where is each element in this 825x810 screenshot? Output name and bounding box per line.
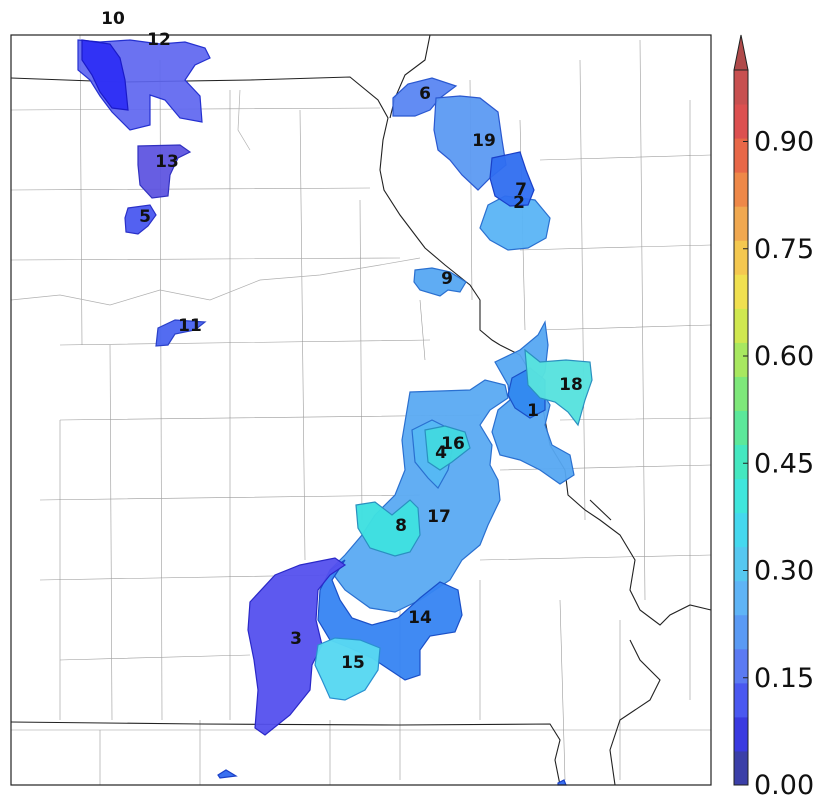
colorbar-ticks: 0.00 0.15 0.30 0.45 0.60 0.75 0.90 (743, 127, 814, 801)
colorbar-band (734, 104, 748, 139)
region-label-8: 8 (395, 516, 407, 536)
colorbar-band (734, 648, 748, 684)
colorbar-band (734, 716, 748, 752)
region-9-polygon (413, 267, 467, 297)
region-label-18: 18 (559, 375, 583, 395)
small-blob-south (217, 769, 238, 779)
colorbar-tick-label: 0.45 (754, 448, 814, 479)
river-lines (10, 89, 421, 306)
colorbar-band (734, 172, 748, 207)
colorbar-band (734, 750, 748, 786)
colorbar-band (734, 308, 748, 343)
region-16-polygon (424, 425, 471, 471)
region-18-polygon (524, 348, 593, 427)
colorbar-band (734, 138, 748, 173)
colorbar-tick-label: 0.30 (754, 556, 814, 587)
region-label-5: 5 (139, 207, 151, 227)
region-label-14: 14 (408, 608, 432, 628)
region-label-11: 11 (178, 316, 202, 336)
region-label-13: 13 (155, 152, 179, 172)
region-15-polygon (314, 637, 381, 701)
region-label-2: 2 (513, 193, 525, 213)
colorbar-band (734, 342, 748, 377)
colorbar-band (734, 274, 748, 309)
region-label-12: 12 (147, 30, 171, 50)
colorbar-tick-label: 0.60 (754, 341, 814, 372)
region-5-polygon (124, 204, 157, 235)
colorbar-bands (734, 70, 748, 786)
colorbar-tick-label: 0.00 (754, 770, 814, 801)
region-label-10: 10 (101, 9, 125, 29)
colorbar-extend-arrow (733, 34, 749, 71)
region-label-6: 6 (419, 84, 431, 104)
region-label-3: 3 (290, 629, 302, 649)
region-label-4: 4 (435, 443, 447, 463)
region-labels: 10 12 6 19 13 7 2 5 9 11 18 1 16 4 17 8 … (101, 9, 583, 673)
region-label-7: 7 (515, 180, 527, 200)
region-label-17: 17 (427, 507, 451, 527)
region-11-polygon (155, 319, 207, 347)
colorbar-band (734, 546, 748, 582)
colorbar-band (734, 70, 748, 105)
probability-polygons (77, 39, 593, 786)
colorbar-band (734, 478, 748, 514)
region-13-polygon (137, 144, 192, 199)
region-8-polygon (355, 499, 421, 557)
region-label-16: 16 (441, 434, 465, 454)
region-label-19: 19 (472, 131, 496, 151)
colorbar-tick-label: 0.75 (754, 234, 814, 265)
colorbar-band (734, 614, 748, 650)
colorbar-frame (733, 69, 749, 786)
colorbar-band (734, 376, 748, 411)
region-label-9: 9 (441, 269, 453, 289)
colorbar-band (734, 206, 748, 241)
region-label-15: 15 (341, 653, 365, 673)
colorbar-band (734, 580, 748, 616)
region-label-1: 1 (527, 401, 539, 421)
colorbar-band (734, 240, 748, 275)
colorbar-tick-label: 0.90 (754, 127, 814, 158)
region-7-polygon (489, 151, 535, 207)
colorbar-band (734, 682, 748, 718)
colorbar-band (734, 512, 748, 548)
colorbar: 0.00 0.15 0.30 0.45 0.60 0.75 0.90 (733, 34, 814, 801)
colorbar-band (734, 410, 748, 446)
colorbar-tick-label: 0.15 (754, 663, 814, 694)
colorbar-band (734, 444, 748, 480)
region-10-polygon (81, 39, 129, 111)
map-frame (10, 34, 712, 786)
